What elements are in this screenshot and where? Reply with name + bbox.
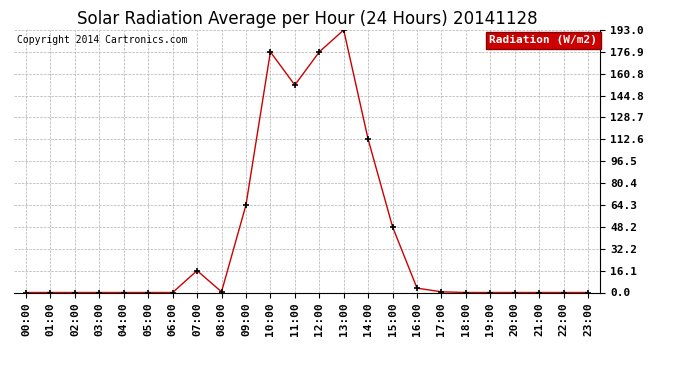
Title: Solar Radiation Average per Hour (24 Hours) 20141128: Solar Radiation Average per Hour (24 Hou… <box>77 10 538 28</box>
Text: Copyright 2014 Cartronics.com: Copyright 2014 Cartronics.com <box>17 35 187 45</box>
Text: Radiation (W/m2): Radiation (W/m2) <box>489 35 598 45</box>
